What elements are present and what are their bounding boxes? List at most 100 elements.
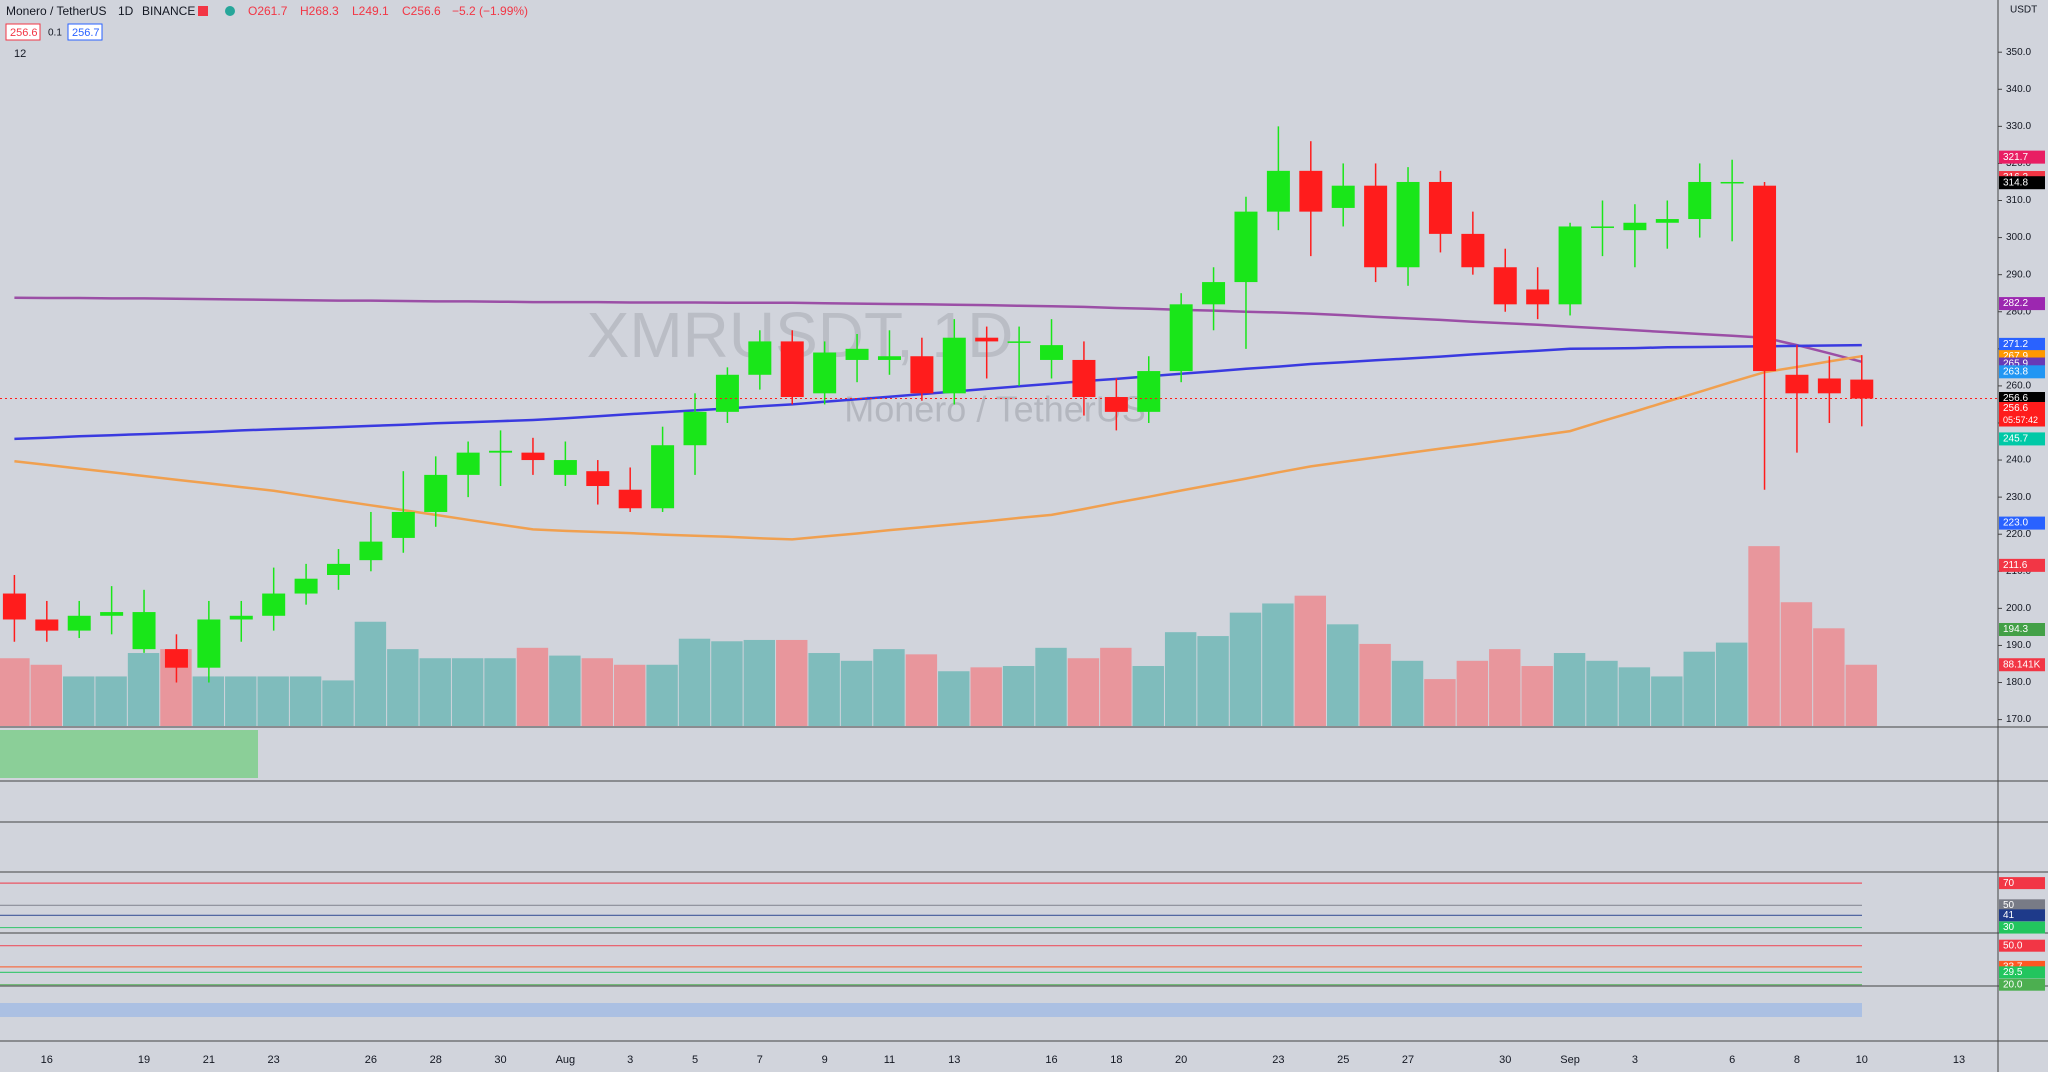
candle-body (1396, 181, 1420, 268)
indicator-count[interactable]: 12 (14, 48, 26, 60)
candle-body (2, 593, 26, 620)
price-tag-label: 30 (2003, 922, 2015, 933)
volume-bar (1553, 653, 1586, 726)
candle-body (164, 649, 188, 668)
candle-body (100, 612, 124, 616)
spread: 0.1 (48, 28, 62, 39)
volume-bar (1424, 679, 1456, 726)
price-tag (1999, 392, 2045, 406)
volume-bar (30, 664, 63, 726)
candle-body (1590, 226, 1614, 228)
market-status[interactable] (225, 6, 235, 16)
candle-body (1137, 371, 1161, 412)
volume-bar (95, 676, 127, 726)
candle-body (67, 615, 91, 631)
price-tag-label: 267.9 (2003, 351, 2028, 362)
volume-bar (1715, 642, 1748, 726)
symbol: Monero / TetherUS (6, 4, 107, 18)
candle-body (1850, 379, 1874, 399)
volume-bar (1618, 667, 1651, 726)
x-tick-label: 13 (1953, 1054, 1965, 1066)
price-tag-label: 271.2 (2003, 339, 2028, 350)
volume-bar (1780, 602, 1813, 726)
y-tick-label: 260.0 (2006, 381, 2031, 392)
volume-bar (1262, 603, 1294, 726)
volume-bar (257, 676, 289, 726)
low-value: L249.1 (352, 4, 389, 18)
candle-body (391, 511, 415, 538)
candle-body (586, 471, 610, 487)
buy-box[interactable] (67, 23, 103, 41)
y-tick-label: 300.0 (2006, 232, 2031, 243)
volume-bar (808, 653, 840, 726)
price-tag-label: 211.6 (2003, 560, 2028, 571)
volume-bar (1359, 643, 1391, 726)
x-tick-label: 9 (822, 1054, 828, 1066)
x-tick-label: 28 (430, 1054, 442, 1066)
candle-body (748, 341, 772, 375)
y-tick-label: 280.0 (2006, 306, 2031, 317)
candle-body (1234, 211, 1258, 283)
price-tag (1999, 297, 2045, 311)
price-tag-label: 41 (2003, 910, 2015, 921)
y-tick-label: 330.0 (2006, 121, 2031, 132)
candle-body (715, 374, 739, 412)
price-tag-label: 263.8 (2003, 366, 2028, 377)
volume-bar (613, 664, 646, 726)
x-tick-label: 20 (1175, 1054, 1187, 1066)
candle-body (1007, 341, 1031, 343)
volume-bar (549, 655, 581, 726)
candle-body (1753, 185, 1777, 372)
x-tick-label: 21 (203, 1054, 215, 1066)
volume-bar (354, 621, 387, 726)
price-tag-label: 256.6 (2003, 403, 2028, 414)
price-tag (1999, 899, 2045, 912)
x-tick-label: 19 (138, 1054, 150, 1066)
x-tick-label: Aug (556, 1054, 576, 1066)
price-tag-label: 88.141K (2003, 659, 2041, 670)
x-tick-label: 3 (1632, 1054, 1638, 1066)
volume-bar (1002, 666, 1035, 726)
watermark-name: Monero / TetherUS (844, 389, 1145, 430)
y-tick-label: 170.0 (2006, 714, 2031, 725)
header: Monero / TetherUS 1D BINANCE O261.7 H268… (5, 4, 528, 60)
volume-bar (1327, 624, 1359, 726)
price-tag-label: 265.9 (2003, 359, 2028, 370)
volume-bar (970, 667, 1002, 726)
price-tag-label: 223.0 (2003, 518, 2028, 529)
price-tag-label: 321.7 (2003, 152, 2028, 163)
change-value: −5.2 (−1.99%) (452, 4, 528, 18)
volume-bar (1391, 660, 1424, 726)
candle-body (1266, 170, 1290, 212)
candle-body (521, 452, 545, 461)
candle-body (1785, 374, 1809, 394)
volume-bar (127, 653, 160, 726)
candle-body (456, 452, 480, 475)
candle-body (1104, 397, 1128, 412)
interval: 1D (118, 4, 134, 18)
price-tag (1999, 365, 2045, 379)
volume-bar (678, 638, 711, 726)
x-tick-label: Sep (1560, 1054, 1580, 1066)
sell-box[interactable] (5, 23, 41, 41)
price-tag-label: 314.8 (2003, 177, 2028, 188)
volume-bar (516, 647, 549, 726)
candle-body (1817, 378, 1841, 394)
price-tag (1999, 432, 2045, 446)
y-tick-label: 180.0 (2006, 677, 2031, 688)
countdown-bg (1999, 414, 2045, 427)
volume-bar (581, 658, 613, 726)
volume-bar (1035, 647, 1067, 726)
volume-bar (711, 641, 743, 726)
candle-body (877, 356, 901, 360)
price-tag-label: 256.6 (2003, 393, 2028, 404)
price-tag-label: 20.0 (2003, 979, 2023, 990)
volume-bar (1683, 651, 1715, 726)
y-tick-label: 290.0 (2006, 269, 2031, 280)
x-tick-label: 30 (1499, 1054, 1511, 1066)
price-tag (1999, 978, 2045, 991)
volume-bar (225, 676, 257, 726)
candle-body (1558, 226, 1582, 305)
candle-body (910, 356, 934, 394)
